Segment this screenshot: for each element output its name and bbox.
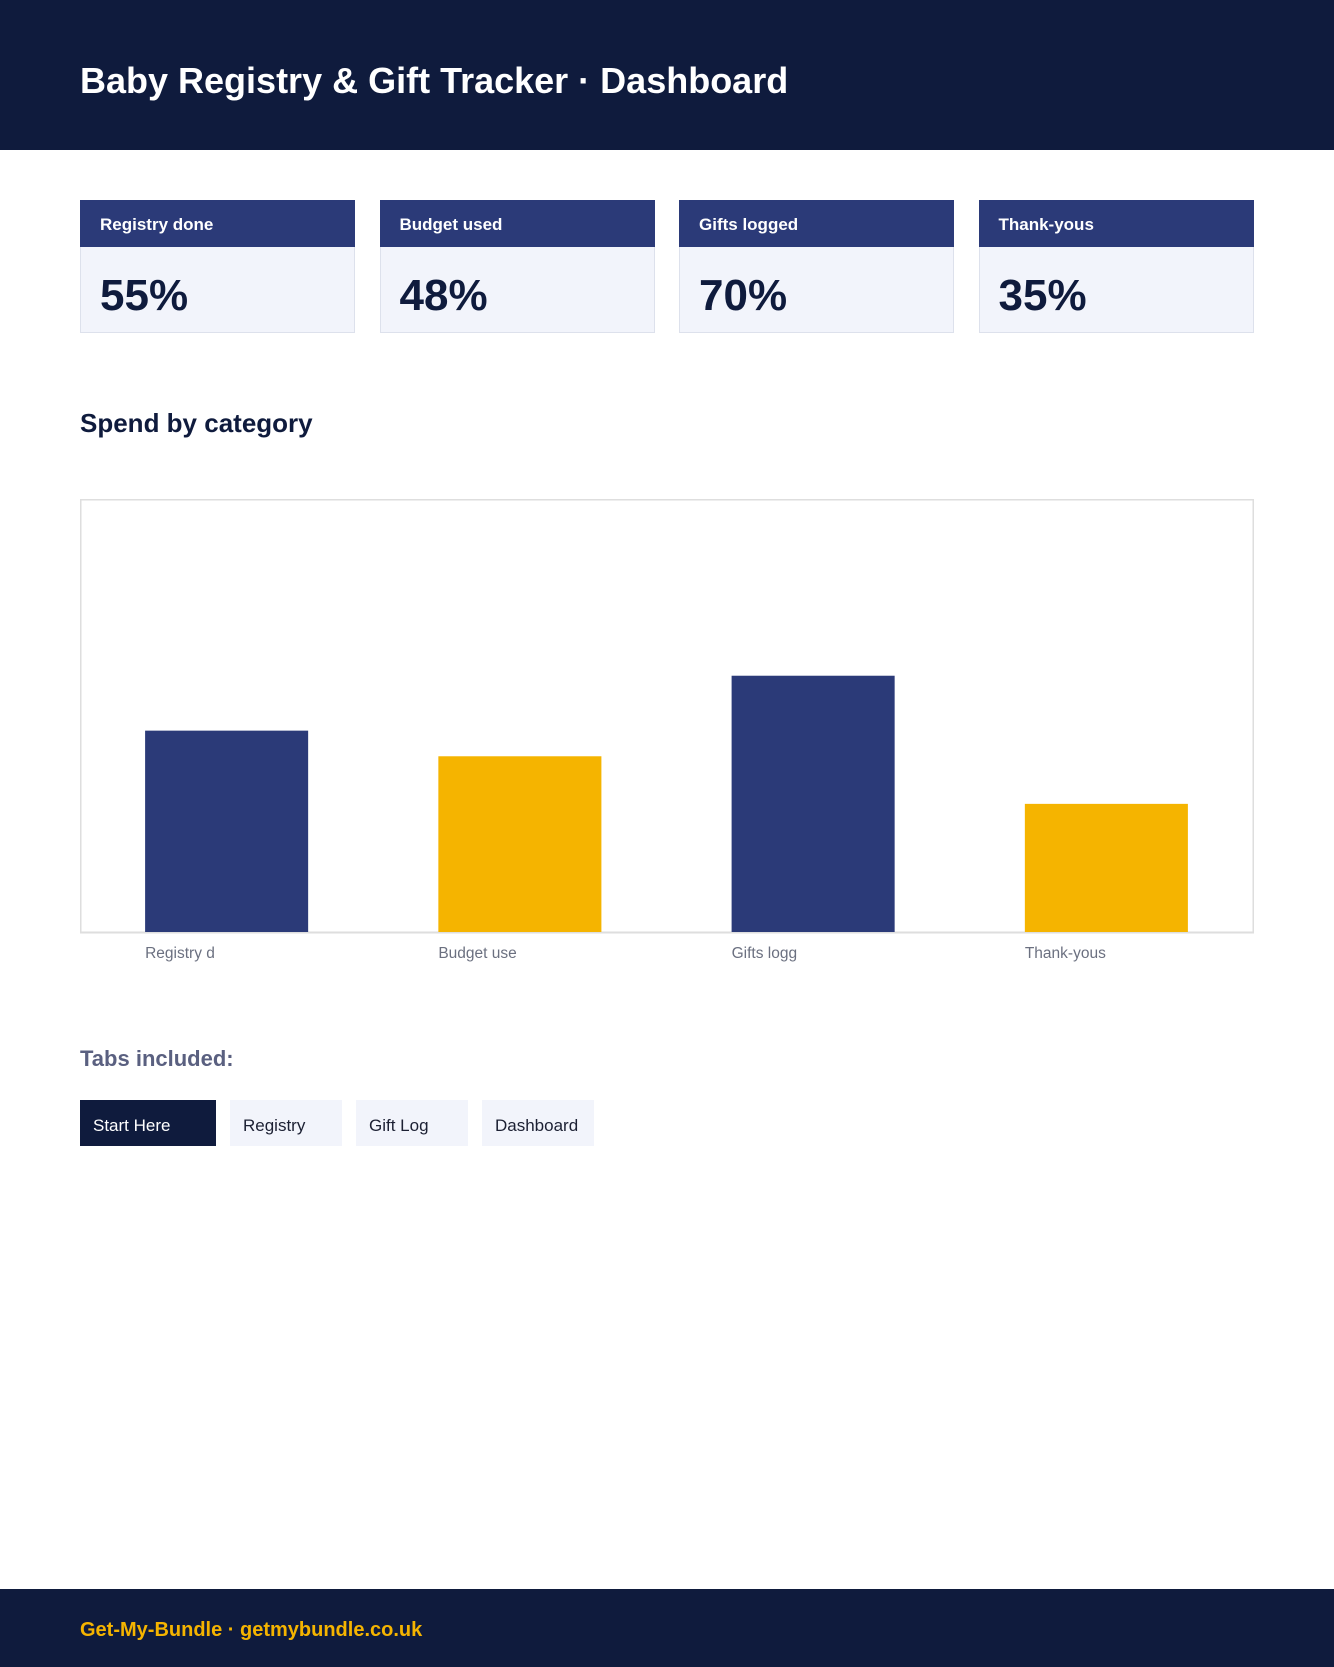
kpi-label: Thank-yous [978, 200, 1254, 247]
kpi-card: Thank-yous 35% [978, 200, 1254, 333]
chart-title: Spend by category [80, 408, 313, 438]
tabs-heading: Tabs included: [80, 1046, 234, 1071]
page-title: Baby Registry & Gift Tracker · Dashboard [80, 60, 789, 101]
x-tick-label: Gifts logg [732, 945, 797, 962]
tab[interactable]: Registry [230, 1100, 342, 1146]
kpi-value: 48% [399, 271, 488, 320]
kpi-value: 55% [100, 271, 189, 320]
kpi-card: Gifts logged 70% [679, 200, 954, 333]
x-tick-label: Thank-yous [1025, 945, 1106, 962]
kpi-card: Budget used 48% [379, 200, 655, 333]
x-tick-label: Budget use [438, 945, 516, 962]
chart-frame [80, 499, 1254, 934]
bar [731, 675, 895, 932]
kpi-label: Gifts logged [679, 200, 954, 247]
footer [0, 1589, 1334, 1667]
tab[interactable]: Dashboard [482, 1100, 594, 1146]
header [0, 0, 1334, 150]
kpi-label: Budget used [379, 200, 655, 247]
bar [145, 730, 309, 932]
kpi-card: Registry done 55% [80, 200, 355, 333]
bar [1024, 803, 1188, 932]
tab[interactable]: Gift Log [356, 1100, 468, 1146]
bar [438, 756, 602, 932]
x-tick-label: Registry d [145, 945, 215, 962]
footer-text: Get-My-Bundle · getmybundle.co.uk [80, 1619, 423, 1641]
kpi-label: Registry done [80, 200, 355, 247]
chart: Registry d Budget use Gifts logg Thank-yous [80, 499, 1254, 962]
kpi-value: 35% [998, 271, 1087, 320]
kpi-value: 70% [699, 271, 788, 320]
tab[interactable]: Start Here [80, 1100, 216, 1146]
